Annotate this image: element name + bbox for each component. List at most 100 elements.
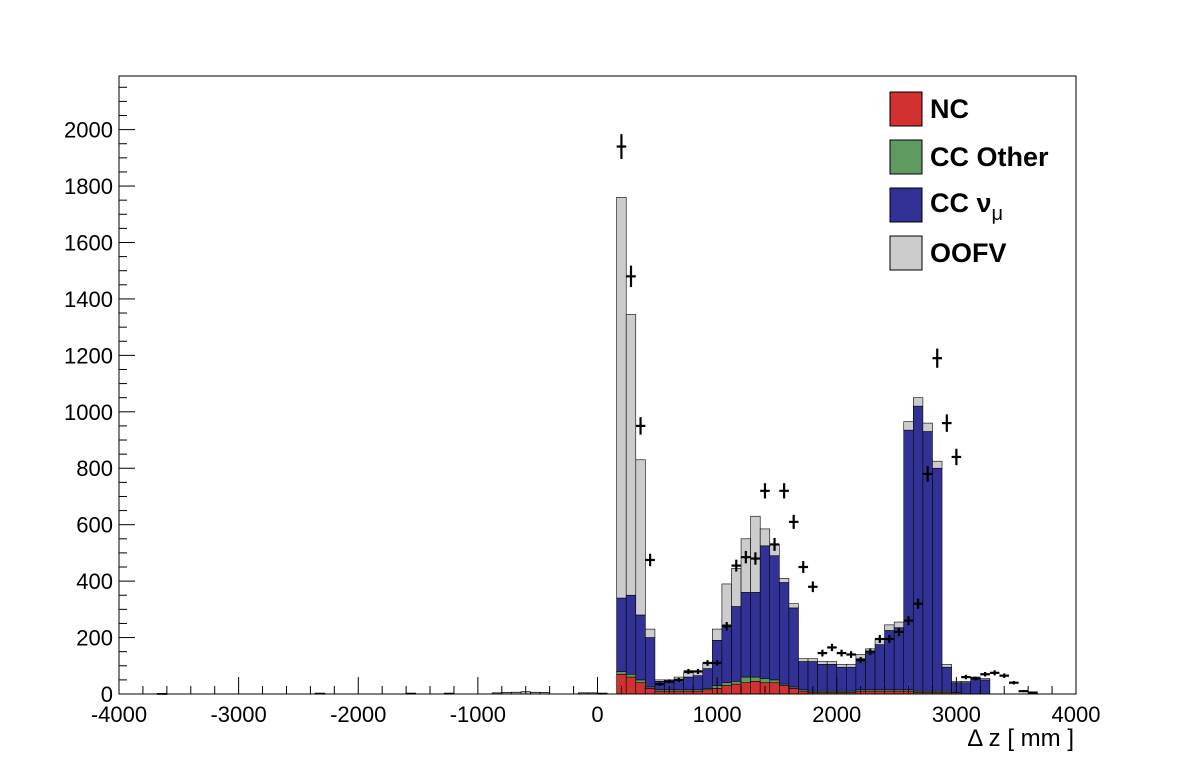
bar-cc-numu: [769, 555, 780, 681]
y-tick-label: 0: [101, 682, 113, 707]
bar-cc-numu: [779, 582, 790, 685]
bar-cc-numu: [979, 679, 991, 695]
legend-swatch-cc-other: [889, 139, 923, 175]
legend: NC CC Other CC νμ OOFV: [889, 91, 1049, 271]
bar-cc-other: [625, 673, 637, 678]
legend-label-cc-numu-sub: μ: [992, 203, 1004, 225]
x-tick-label: -4000: [91, 702, 147, 727]
bar-cc-numu: [645, 637, 656, 688]
bar-nc: [779, 685, 790, 695]
bar-nc: [740, 682, 751, 695]
x-axis-label: Δ z [ mm ]: [967, 725, 1074, 752]
bar-cc-numu: [702, 668, 713, 689]
y-tick-label: 2000: [64, 118, 113, 143]
legend-label-cc-numu: CC νμ: [930, 188, 1003, 225]
legend-item-oofv: OOFV: [889, 235, 1007, 271]
y-tick-label: 400: [76, 569, 113, 594]
legend-label-cc-other: CC Other: [930, 142, 1049, 172]
bar-oofv: [846, 664, 857, 668]
bar-cc-numu: [740, 592, 751, 678]
bar-cc-numu: [759, 545, 771, 679]
bar-cc-numu: [855, 658, 866, 691]
bar-oofv: [960, 681, 972, 684]
y-tick-label: 1600: [64, 230, 113, 255]
bar-oofv: [779, 578, 790, 583]
bar-oofv: [979, 678, 991, 681]
bar-oofv: [721, 583, 732, 626]
bar-cc-numu: [846, 666, 857, 692]
y-axis-ticks: 0 200 400 600 800 1000 1200 1400 1600 1800 2000: [64, 86, 135, 707]
bar-cc-other: [769, 679, 780, 684]
bar-cc-numu: [731, 606, 742, 682]
bar-oofv: [922, 422, 933, 432]
bar-oofv: [932, 460, 943, 469]
bar-oofv: [941, 664, 952, 668]
bar-oofv: [884, 624, 895, 631]
bar-cc-numu: [960, 682, 972, 695]
y-tick-label: 1800: [64, 174, 113, 199]
bar-cc-numu: [683, 676, 694, 691]
bar-oofv: [826, 661, 838, 665]
legend-swatch-oofv: [889, 235, 923, 271]
bar-oofv: [625, 314, 637, 596]
bar-oofv: [903, 421, 914, 431]
bar-nc: [721, 685, 732, 695]
x-tick-label: 4000: [1052, 702, 1101, 727]
legend-swatch-cc-numu: [889, 187, 923, 223]
bar-cc-numu: [750, 592, 761, 678]
y-tick-label: 1000: [64, 400, 113, 425]
legend-label-nc: NC: [930, 94, 969, 124]
y-tick-label: 800: [76, 456, 113, 481]
bar-cc-numu: [932, 467, 943, 692]
legend-label-cc-numu-main: CC ν: [930, 188, 992, 218]
bar-cc-numu: [692, 675, 704, 691]
bar-cc-numu: [893, 627, 905, 691]
bar-cc-other: [731, 681, 742, 685]
x-tick-label: -3000: [210, 702, 266, 727]
bar-cc-numu: [721, 624, 732, 684]
bar-oofv: [731, 568, 742, 607]
y-tick-label: 600: [76, 513, 113, 538]
bar-oofv: [893, 621, 905, 628]
bar-cc-numu: [826, 664, 838, 692]
legend-label-oofv: OOFV: [930, 238, 1007, 268]
bar-oofv: [807, 658, 818, 662]
bar-cc-numu: [635, 614, 646, 681]
bar-oofv: [645, 628, 656, 638]
bar-cc-numu: [625, 594, 637, 675]
bar-cc-numu: [903, 429, 914, 691]
bar-nc: [731, 683, 742, 695]
bar-oofv: [759, 528, 771, 547]
bar-nc: [645, 688, 656, 695]
bar-cc-numu: [616, 597, 627, 672]
bar-nc: [702, 689, 713, 695]
bar-oofv: [635, 459, 646, 616]
x-axis-ticks: -4000 -3000 -2000 -1000 0 1000 2000 3000 4000: [91, 677, 1101, 727]
bar-cc-numu: [836, 666, 847, 692]
x-tick-label: 2000: [812, 702, 861, 727]
bar-cc-other: [721, 682, 732, 686]
bar-cc-numu: [970, 678, 981, 695]
y-tick-label: 1200: [64, 343, 113, 368]
legend-swatch-nc: [889, 91, 923, 127]
bar-cc-other: [759, 678, 771, 684]
bar-cc-numu: [913, 405, 924, 692]
x-tick-label: 1000: [693, 702, 742, 727]
bar-nc: [635, 682, 646, 695]
x-tick-label: 3000: [932, 702, 981, 727]
x-tick-label: -2000: [330, 702, 386, 727]
legend-item-nc: NC: [889, 91, 969, 127]
legend-item-cc-numu: CC νμ: [889, 187, 1003, 225]
bar-oofv: [616, 197, 627, 599]
bar-cc-numu: [798, 661, 809, 691]
x-tick-label: 0: [591, 702, 603, 727]
bar-oofv: [817, 661, 828, 665]
bar-cc-numu: [941, 666, 952, 692]
bar-cc-numu: [874, 644, 885, 691]
bar-nc: [769, 682, 780, 695]
legend-item-cc-other: CC Other: [889, 139, 1049, 175]
y-tick-label: 1400: [64, 287, 113, 312]
bar-cc-numu: [788, 607, 799, 688]
